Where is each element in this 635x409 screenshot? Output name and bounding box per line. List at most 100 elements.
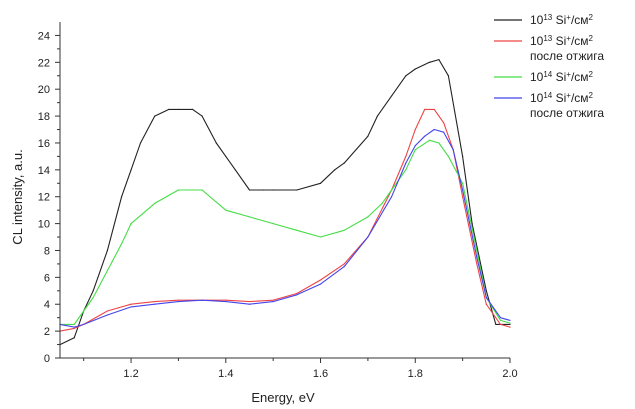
legend-label-part: /см <box>571 34 589 48</box>
y-tick-label: 4 <box>44 299 50 311</box>
data-point <box>106 314 108 316</box>
data-point <box>485 303 487 305</box>
data-point <box>130 223 132 225</box>
data-point <box>471 223 473 225</box>
legend-label-part: /см <box>571 70 589 84</box>
data-point <box>201 189 203 191</box>
data-point <box>452 149 454 151</box>
data-point <box>154 300 156 303</box>
data-point <box>215 142 217 144</box>
data-point <box>405 155 407 157</box>
data-point <box>485 296 487 299</box>
data-point <box>177 108 180 110</box>
data-point <box>438 142 440 144</box>
data-point <box>495 323 497 325</box>
legend-label-part: 13 <box>543 13 552 22</box>
data-point <box>248 216 251 218</box>
data-point <box>390 196 393 198</box>
data-point <box>509 322 511 324</box>
data-point <box>272 300 274 303</box>
x-axis: 1.2 1.4 1.6 1.8 2.0 <box>60 357 518 380</box>
data-point <box>130 169 132 171</box>
y-tick-label: 18 <box>38 111 50 123</box>
data-point <box>499 317 502 319</box>
data-point <box>376 115 378 117</box>
y-tick-label: 0 <box>44 353 50 365</box>
data-point <box>462 189 464 191</box>
data-point <box>343 266 345 268</box>
data-point <box>73 327 75 330</box>
data-point <box>462 196 464 198</box>
data-point <box>367 216 369 218</box>
x-tick-label: 1.2 <box>123 368 138 380</box>
data-point <box>225 300 227 303</box>
data-point <box>92 296 94 299</box>
data-point <box>130 303 132 305</box>
data-point <box>405 162 407 164</box>
legend-entry-1: 1013 Si+/см2 <box>494 13 594 28</box>
data-point <box>414 68 416 70</box>
y-tick-label: 22 <box>38 57 50 69</box>
data-point <box>367 135 369 137</box>
series-line-4 <box>59 128 511 328</box>
data-point <box>73 337 75 339</box>
legend-label-part: + <box>566 70 571 79</box>
y-tick-label: 10 <box>38 219 50 231</box>
legend-entry-3: 1014 Si+/см2 <box>494 70 594 85</box>
y-tick-label: 6 <box>44 272 50 284</box>
legend-label-line2: после отжига <box>530 106 604 120</box>
y-tick-label: 14 <box>38 165 50 177</box>
data-point <box>234 169 236 171</box>
data-point <box>139 142 142 144</box>
data-point <box>367 236 369 238</box>
data-point <box>447 155 450 157</box>
data-point <box>201 299 203 301</box>
legend-label-line2: после отжига <box>530 49 604 63</box>
legend-label-part: 2 <box>589 34 594 43</box>
data-point <box>343 229 345 231</box>
legend-label-part: + <box>566 34 571 43</box>
legend-label-part: /см <box>571 13 589 27</box>
x-axis-label: Energy, eV <box>251 390 315 405</box>
data-point <box>201 115 203 117</box>
legend-label-part: 10 <box>530 34 544 48</box>
data-point <box>106 310 108 312</box>
data-point <box>390 189 393 191</box>
data-point <box>428 61 431 63</box>
data-point <box>424 108 426 110</box>
data-point <box>177 189 180 191</box>
data-point <box>154 202 156 205</box>
data-point <box>248 303 251 305</box>
legend-label: 1014 Si+/см2 <box>530 70 594 85</box>
legend-label-part: Si <box>552 34 566 48</box>
legend-label-part: 10 <box>530 91 544 105</box>
legend-label: 1013 Si+/см2 <box>530 13 594 28</box>
data-point <box>343 263 345 265</box>
x-tick-label: 2.0 <box>502 368 517 380</box>
data-point <box>476 249 478 252</box>
legend-label: 1014 Si+/см2 <box>530 91 594 106</box>
data-point <box>296 292 298 295</box>
y-tick-label: 8 <box>44 245 50 257</box>
data-point <box>296 294 298 296</box>
data-point <box>168 108 170 110</box>
data-point <box>154 303 156 305</box>
legend-label-part: 2 <box>589 13 594 22</box>
legend-label-part: 2 <box>589 70 594 79</box>
legend-label-part: 14 <box>543 70 552 79</box>
data-point <box>73 323 75 325</box>
data-point <box>120 243 123 245</box>
data-point <box>130 306 132 308</box>
data-point <box>476 256 478 258</box>
data-point <box>447 75 450 77</box>
data-point <box>509 319 511 321</box>
data-point <box>319 182 322 184</box>
y-axis-label: CL intensity, a.u. <box>10 149 25 244</box>
data-point <box>509 323 511 325</box>
data-point <box>177 299 180 301</box>
data-point <box>428 139 431 141</box>
legend-label-part: /см <box>571 91 589 105</box>
data-point <box>177 300 180 303</box>
